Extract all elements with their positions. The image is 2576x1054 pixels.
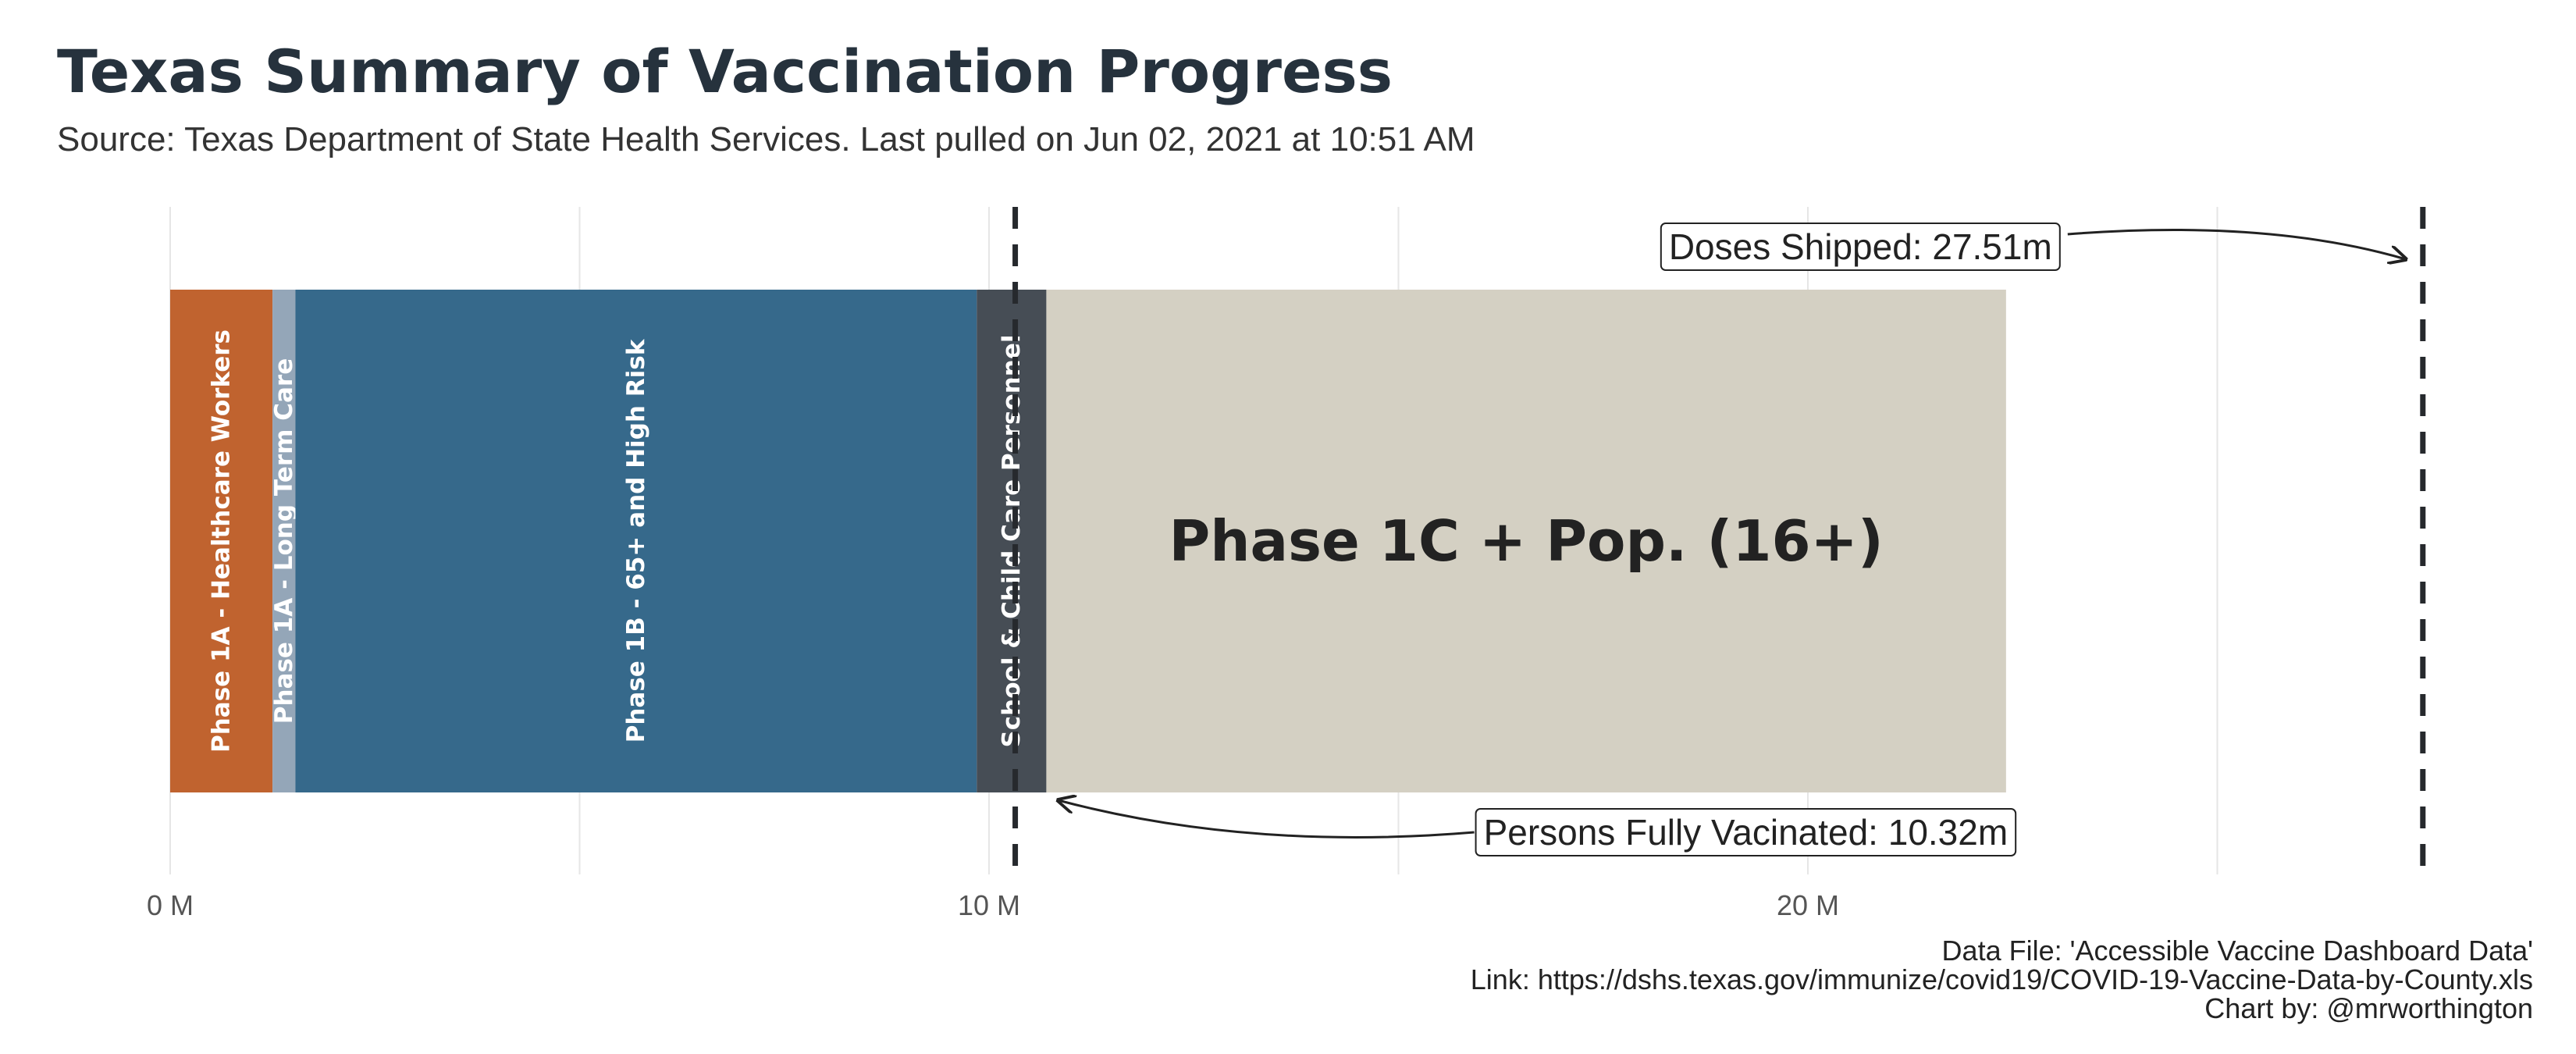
annotation-text: Doses Shipped: 27.51m — [1669, 226, 2052, 267]
annotation-text: Persons Fully Vacinated: 10.32m — [1484, 812, 2008, 853]
chart-title: Texas Summary of Vaccination Progress — [57, 37, 1393, 106]
annotation-arrow — [1059, 800, 1475, 839]
caption-data-file: Data File: 'Accessible Vaccine Dashboard… — [1942, 935, 2533, 967]
segment-label-large: Phase 1C + Pop. (16+) — [1169, 508, 1883, 574]
x-tick-label: 0 M — [147, 889, 194, 921]
caption-credit: Chart by: @mrworthington — [2204, 992, 2533, 1024]
segment-label: Phase 1A - Long Term Care — [270, 358, 298, 725]
annotation-box — [1475, 808, 2017, 856]
bar-segment — [295, 290, 977, 792]
annotation-label: Persons Fully Vacinated: 10.32m — [1475, 808, 2017, 856]
bar-segment — [170, 290, 273, 792]
x-axis-ticks: 0 M 10 M 20 M — [147, 889, 1839, 921]
annotation-box — [1660, 223, 2061, 271]
x-tick-label: 10 M — [958, 889, 1020, 921]
annotation-arrow — [2067, 228, 2406, 259]
bar-segments: Phase 1A - Healthcare Workers Phase 1A - … — [170, 290, 2006, 792]
caption-link: Link: https://dshs.texas.gov/immunize/co… — [1471, 963, 2533, 995]
chart-subtitle: Source: Texas Department of State Health… — [57, 120, 1475, 158]
segment-label: Phase 1A - Healthcare Workers — [208, 329, 236, 753]
x-tick-label: 20 M — [1777, 889, 1839, 921]
annotation-label: Doses Shipped: 27.51m — [1660, 223, 2061, 271]
segment-label: Phase 1B - 65+ and High Risk — [622, 338, 650, 742]
bar-segment — [1046, 290, 2006, 792]
annotations: Persons Fully Vacinated: 10.32m Doses Shi… — [1059, 223, 2406, 856]
bar-segment — [977, 290, 1047, 792]
bar-segment — [272, 290, 296, 792]
segment-label: School & Child Care Personnel — [998, 334, 1026, 747]
